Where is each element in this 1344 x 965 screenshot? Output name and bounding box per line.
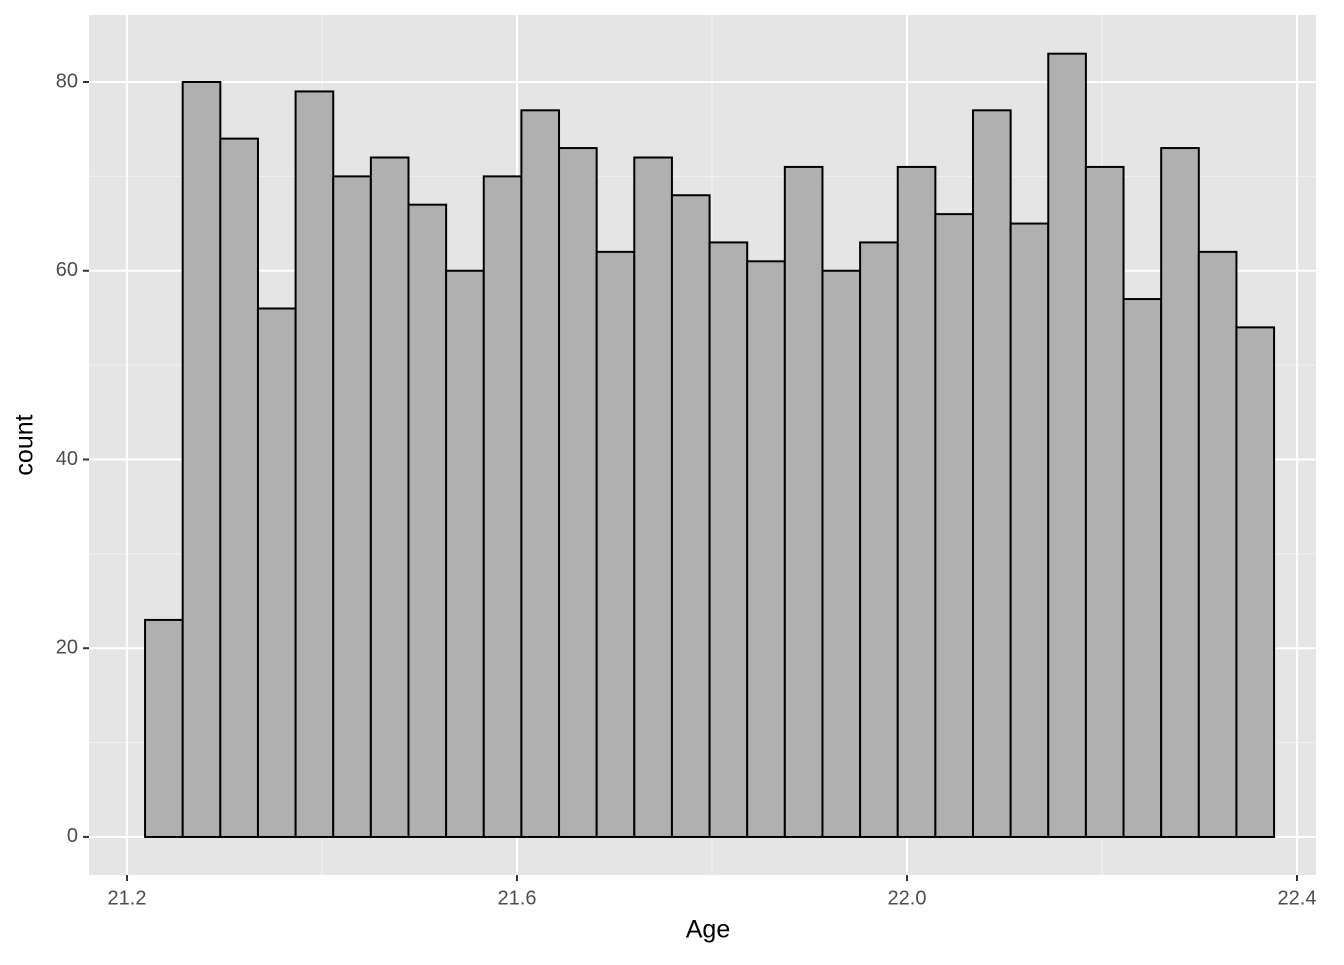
bar bbox=[859, 241, 899, 838]
bar bbox=[670, 194, 711, 838]
bar bbox=[972, 109, 1012, 838]
x-tick-label: 22.4 bbox=[1278, 887, 1317, 909]
y-tick-label: 80 bbox=[56, 70, 78, 92]
bar bbox=[783, 165, 824, 838]
x-axis-label: Age bbox=[686, 916, 730, 944]
bar bbox=[482, 175, 523, 838]
bar bbox=[633, 156, 673, 838]
y-tick-label: 60 bbox=[56, 259, 78, 281]
y-axis-label: count bbox=[11, 414, 39, 475]
bar bbox=[934, 213, 975, 838]
bar bbox=[1235, 326, 1276, 838]
y-tick-label: 40 bbox=[56, 448, 78, 470]
bar bbox=[1160, 147, 1200, 838]
y-tick-label: 0 bbox=[67, 825, 78, 847]
bar bbox=[181, 81, 222, 838]
bar bbox=[407, 203, 448, 838]
bar bbox=[1084, 165, 1125, 838]
bar bbox=[369, 156, 410, 838]
bar bbox=[558, 147, 598, 838]
x-tick-label: 21.2 bbox=[108, 887, 147, 909]
bar bbox=[1197, 250, 1238, 838]
bar bbox=[144, 618, 184, 838]
bar bbox=[219, 137, 259, 838]
y-tick-label: 20 bbox=[56, 637, 78, 659]
bar bbox=[445, 269, 485, 838]
bar bbox=[821, 269, 862, 838]
bar bbox=[1122, 298, 1163, 838]
bar bbox=[896, 165, 937, 838]
x-tick-label: 22.0 bbox=[888, 887, 927, 909]
bar bbox=[256, 307, 297, 838]
bar bbox=[1009, 222, 1050, 838]
bar bbox=[595, 250, 636, 838]
bar bbox=[1047, 52, 1087, 838]
bar bbox=[520, 109, 561, 838]
bar bbox=[708, 241, 749, 838]
bar bbox=[332, 175, 372, 838]
bar bbox=[746, 260, 786, 838]
x-tick-label: 21.6 bbox=[498, 887, 537, 909]
bar bbox=[294, 90, 335, 838]
